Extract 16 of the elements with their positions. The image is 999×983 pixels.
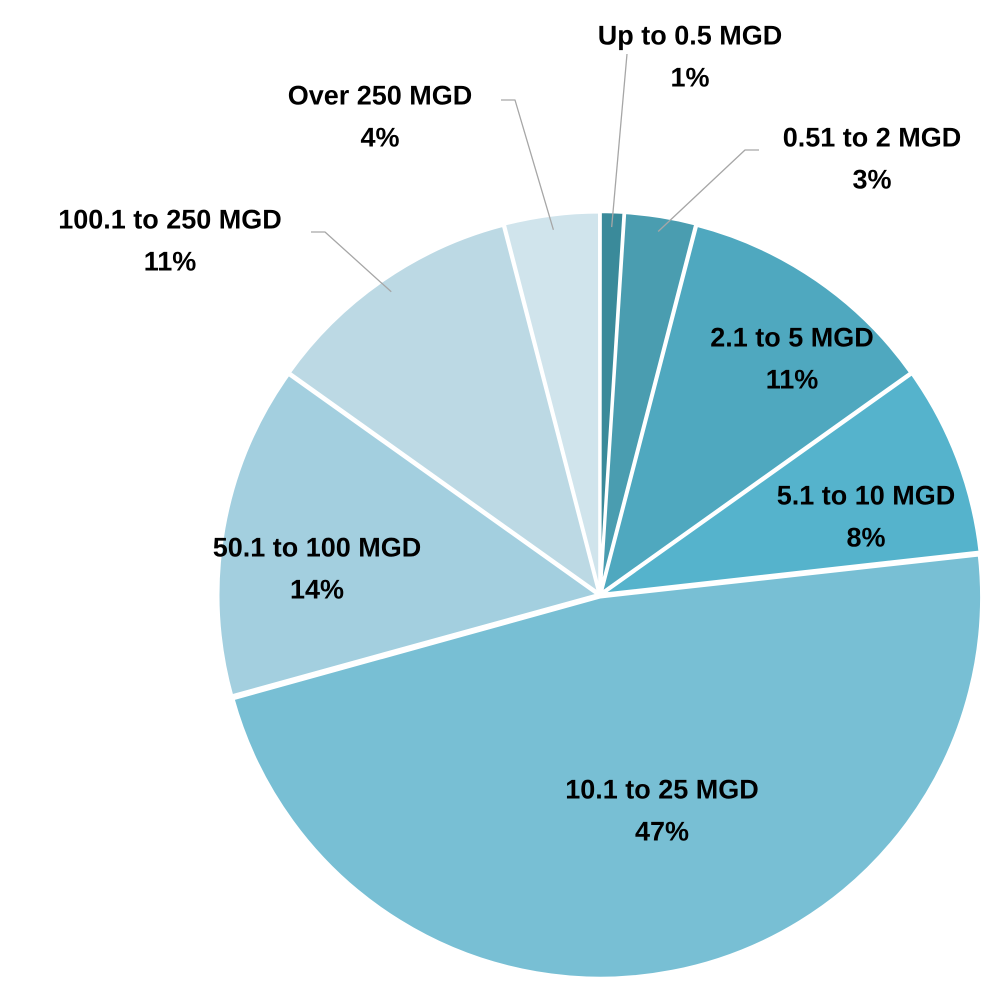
slice-label: 5.1 to 10 MGD (776, 480, 956, 510)
slice-label: Up to 0.5 MGD (598, 20, 782, 50)
data-label: 47% (634, 816, 690, 846)
data-label: 1% (670, 62, 710, 92)
data-label: 8% (846, 522, 886, 552)
data-label: 14% (290, 574, 344, 604)
slice-label: Over 250 MGD (288, 80, 472, 110)
slice-label: 0.51 to 2 MGD (782, 122, 962, 152)
slice-label: 2.1 to 5 MGD (710, 322, 874, 352)
data-label: 3% (852, 164, 892, 194)
slice-label: 10.1 to 25 MGD (565, 774, 759, 804)
data-label: 4% (360, 122, 400, 152)
data-label: 11% (144, 246, 196, 276)
data-label: 11% (766, 364, 818, 394)
slice-label: 50.1 to 100 MGD (212, 532, 422, 562)
slice-label: 100.1 to 250 MGD (58, 204, 282, 234)
